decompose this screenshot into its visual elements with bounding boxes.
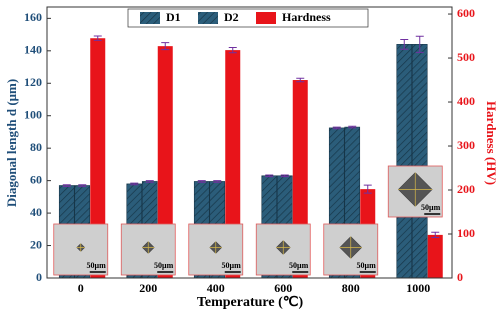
scale-label: 50μm xyxy=(87,261,107,270)
scale-label: 50μm xyxy=(154,261,174,270)
bar xyxy=(225,50,241,279)
error-bar xyxy=(400,38,409,50)
x-tick-label: 800 xyxy=(342,281,360,295)
bar xyxy=(157,46,173,278)
y2-tick-label: 300 xyxy=(457,138,475,152)
indent-cross xyxy=(276,240,291,255)
y-tick-label: 40 xyxy=(30,205,42,219)
error-bar xyxy=(62,184,71,187)
error-bar xyxy=(213,180,222,183)
scale-label: 50μm xyxy=(357,261,377,270)
legend-label: D2 xyxy=(224,10,239,24)
y2-tick-label: 400 xyxy=(457,94,475,108)
indent-cross xyxy=(398,172,433,207)
y-tick-label: 60 xyxy=(30,172,42,186)
indent-cross xyxy=(142,241,155,254)
error-bar xyxy=(332,126,341,130)
bar xyxy=(396,44,413,279)
indent-cross xyxy=(209,241,222,254)
y2-tick-label: 200 xyxy=(457,182,475,196)
legend-label: Hardness xyxy=(282,10,331,24)
y-tick-label: 140 xyxy=(24,43,42,57)
error-bar xyxy=(130,182,139,186)
error-bar xyxy=(431,231,440,239)
x-tick-label: 0 xyxy=(78,281,84,295)
y2-tick-label: 600 xyxy=(457,6,475,20)
y-tick-label: 120 xyxy=(24,75,42,89)
y-tick-label: 160 xyxy=(24,10,42,24)
error-bar xyxy=(415,35,424,53)
y-tick-label: 100 xyxy=(24,107,42,121)
indent-cross xyxy=(76,243,85,252)
y-axis-title: Diagonal length d (μm) xyxy=(4,79,19,207)
plot-frame xyxy=(46,6,453,279)
y2-axis-title: Hardness (HV) xyxy=(484,101,499,185)
y2-tick-label: 500 xyxy=(457,50,475,64)
scale-label: 50μm xyxy=(289,261,309,270)
bar xyxy=(411,44,428,279)
x-tick-label: 200 xyxy=(139,281,157,295)
error-bar xyxy=(93,35,102,41)
x-tick-label: 600 xyxy=(274,281,292,295)
error-bar xyxy=(348,125,357,129)
legend-label: D1 xyxy=(166,10,181,24)
legend-swatch xyxy=(140,12,160,24)
error-bar xyxy=(265,174,274,178)
y-tick-label: 20 xyxy=(30,237,42,251)
y2-tick-label: 100 xyxy=(457,226,475,240)
bar xyxy=(427,234,443,278)
legend-box xyxy=(127,8,369,28)
error-bar xyxy=(296,77,305,83)
y-tick-label: 0 xyxy=(36,270,42,284)
error-bar xyxy=(280,174,289,178)
error-bar xyxy=(78,184,87,187)
x-tick-label: 400 xyxy=(207,281,225,295)
error-bar xyxy=(228,46,237,54)
legend-swatch xyxy=(198,12,218,24)
legend-swatch xyxy=(256,12,276,24)
x-tick-label: 1000 xyxy=(406,281,430,295)
error-bar xyxy=(197,180,206,183)
x-axis-title: Temperature (℃) xyxy=(197,295,304,310)
y2-tick-label: 0 xyxy=(457,270,463,284)
error-bar xyxy=(161,42,170,51)
indent-cross xyxy=(339,236,362,259)
error-bar xyxy=(363,184,372,194)
scale-label: 50μm xyxy=(421,203,441,212)
bar xyxy=(90,38,106,279)
error-bar xyxy=(145,180,154,183)
scale-label: 50μm xyxy=(222,261,242,270)
y-tick-label: 80 xyxy=(30,140,42,154)
